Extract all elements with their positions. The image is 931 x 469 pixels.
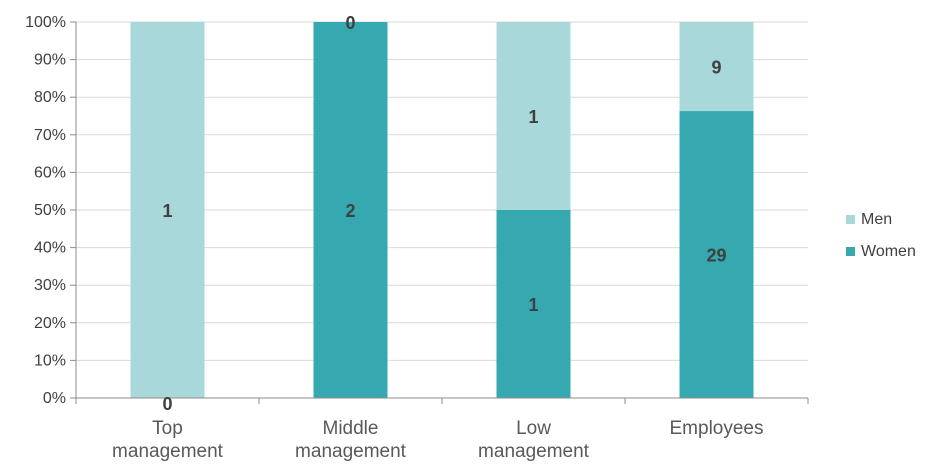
data-label-men: 9 xyxy=(711,58,721,78)
data-label-women: 2 xyxy=(345,201,355,221)
bar-segment-women xyxy=(679,111,754,398)
x-category-label: Employees xyxy=(670,418,764,439)
y-axis-ticks: 0% 10% 20% 30% 40% 50% 60% 70% 80% 90% 100% xyxy=(25,14,66,407)
y-tick-label: 40% xyxy=(34,240,66,257)
bar-segment-men xyxy=(130,22,205,398)
data-labels: 0 1 2 0 1 1 29 9 xyxy=(162,13,726,414)
bar-segment-women xyxy=(313,22,388,398)
x-category-label: management xyxy=(478,441,590,462)
y-tick-label: 10% xyxy=(34,352,66,369)
y-tick-label: 50% xyxy=(34,202,66,219)
axes xyxy=(70,21,809,404)
y-tick-label: 80% xyxy=(34,89,66,106)
data-label-men: 1 xyxy=(528,107,538,127)
data-label-women: 0 xyxy=(162,394,172,414)
x-category-label: Middle xyxy=(323,418,379,439)
data-label-men: 1 xyxy=(162,201,172,221)
bar-segment-men xyxy=(679,22,754,112)
bars xyxy=(130,22,754,398)
legend-swatch-women xyxy=(846,247,855,256)
legend-label-women: Women xyxy=(861,243,916,260)
data-label-women: 1 xyxy=(528,295,538,315)
x-axis-categories: TopmanagementMiddlemanagementLowmanageme… xyxy=(112,418,763,462)
y-tick-label: 60% xyxy=(34,164,66,181)
x-category-label: management xyxy=(112,441,224,462)
x-category-label: management xyxy=(295,441,407,462)
y-tick-label: 20% xyxy=(34,315,66,332)
y-tick-label: 70% xyxy=(34,127,66,144)
x-category-label: Top xyxy=(152,418,183,439)
legend: Men Women xyxy=(846,211,916,260)
y-tick-label: 0% xyxy=(43,390,66,407)
bar-segment-women xyxy=(496,210,571,398)
y-tick-label: 100% xyxy=(25,14,66,31)
legend-label-men: Men xyxy=(861,211,892,228)
data-label-women: 29 xyxy=(706,246,726,266)
legend-swatch-men xyxy=(846,215,855,224)
bar-segment-men xyxy=(496,22,571,210)
x-category-label: Low xyxy=(516,418,551,439)
y-tick-label: 30% xyxy=(34,277,66,294)
data-label-men: 0 xyxy=(345,13,355,33)
y-tick-label: 90% xyxy=(34,52,66,69)
